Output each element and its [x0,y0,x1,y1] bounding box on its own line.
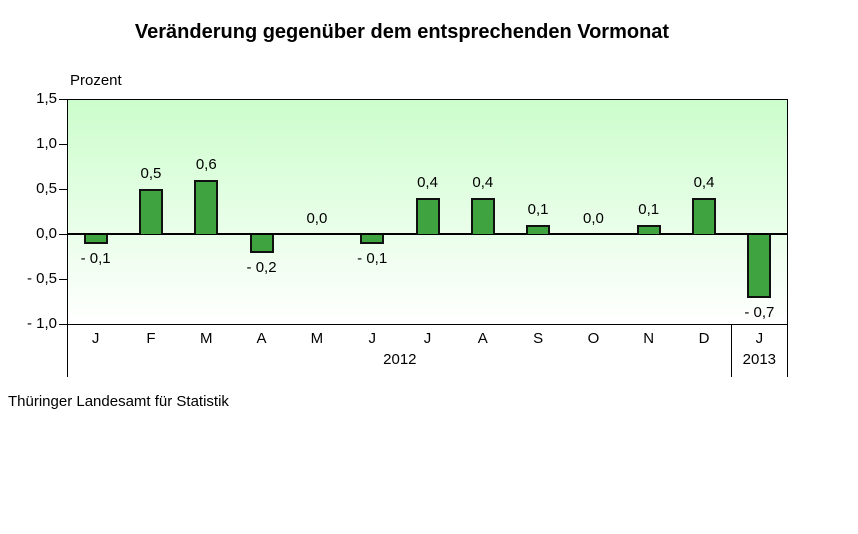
bar-value-label: 0,5 [140,165,162,182]
y-tick-mark [59,278,68,280]
x-tick-label: S [533,330,544,347]
x-tick-label: J [91,330,100,347]
x-tick-label: D [698,330,710,347]
bar [747,235,772,298]
y-axis-unit-label: Prozent [70,72,122,89]
bar [692,198,717,234]
y-tick-label: - 1,0 [26,315,57,332]
x-tick-label: J [423,330,432,347]
bar-value-label: - 0,1 [357,250,388,267]
bar-value-label: - 0,7 [744,304,775,321]
y-tick-mark [59,143,68,145]
bar [470,198,495,234]
bar-value-label: - 0,2 [246,259,277,276]
bar [138,189,163,234]
bar-value-label: 0,4 [417,174,438,191]
y-tick-mark [59,98,68,100]
x-tick-label: J [755,330,764,347]
y-tick-label: - 0,5 [26,270,57,287]
x-tick-label: O [587,330,600,347]
y-tick-label: 0,5 [36,180,57,197]
bar [360,235,385,244]
y-tick-mark [59,323,68,325]
y-tick-label: 1,0 [36,135,57,152]
source-text: Thüringer Landesamt für Statistik [8,393,229,410]
bar [415,198,440,234]
y-tick-mark [59,233,68,235]
bar [194,180,219,234]
right-frame-extension-line [787,324,788,377]
bar [83,235,108,244]
bar-value-label: - 0,1 [80,250,111,267]
x-tick-label: M [310,330,324,347]
bar-value-label: 0,0 [306,210,328,227]
bar [636,225,661,234]
chart-title: Veränderung gegenüber dem entsprechenden… [134,21,670,43]
x-tick-label: A [256,330,267,347]
bar-value-label: 0,0 [582,210,604,227]
bar-value-label: 0,1 [527,201,549,218]
bar-value-label: 0,6 [195,156,217,173]
bar-value-label: 0,4 [693,174,715,191]
year-label: 2013 [742,351,777,368]
x-tick-label: A [477,330,488,347]
zero-axis-line [67,233,788,235]
y-tick-mark [59,188,68,190]
year-divider-line [731,324,732,377]
y-tick-label: 1,5 [36,90,57,107]
x-tick-label: J [368,330,376,347]
bar-value-label: 0,4 [472,174,494,191]
bar [526,225,551,234]
y-tick-label: 0,0 [36,225,57,242]
x-tick-label: N [643,330,655,347]
bar-value-label: 0,1 [638,201,660,218]
y-axis-extension-line [67,324,68,377]
x-tick-label: M [200,330,213,347]
x-tick-label: F [146,330,156,347]
year-label: 2012 [383,351,417,368]
bar [249,235,274,253]
